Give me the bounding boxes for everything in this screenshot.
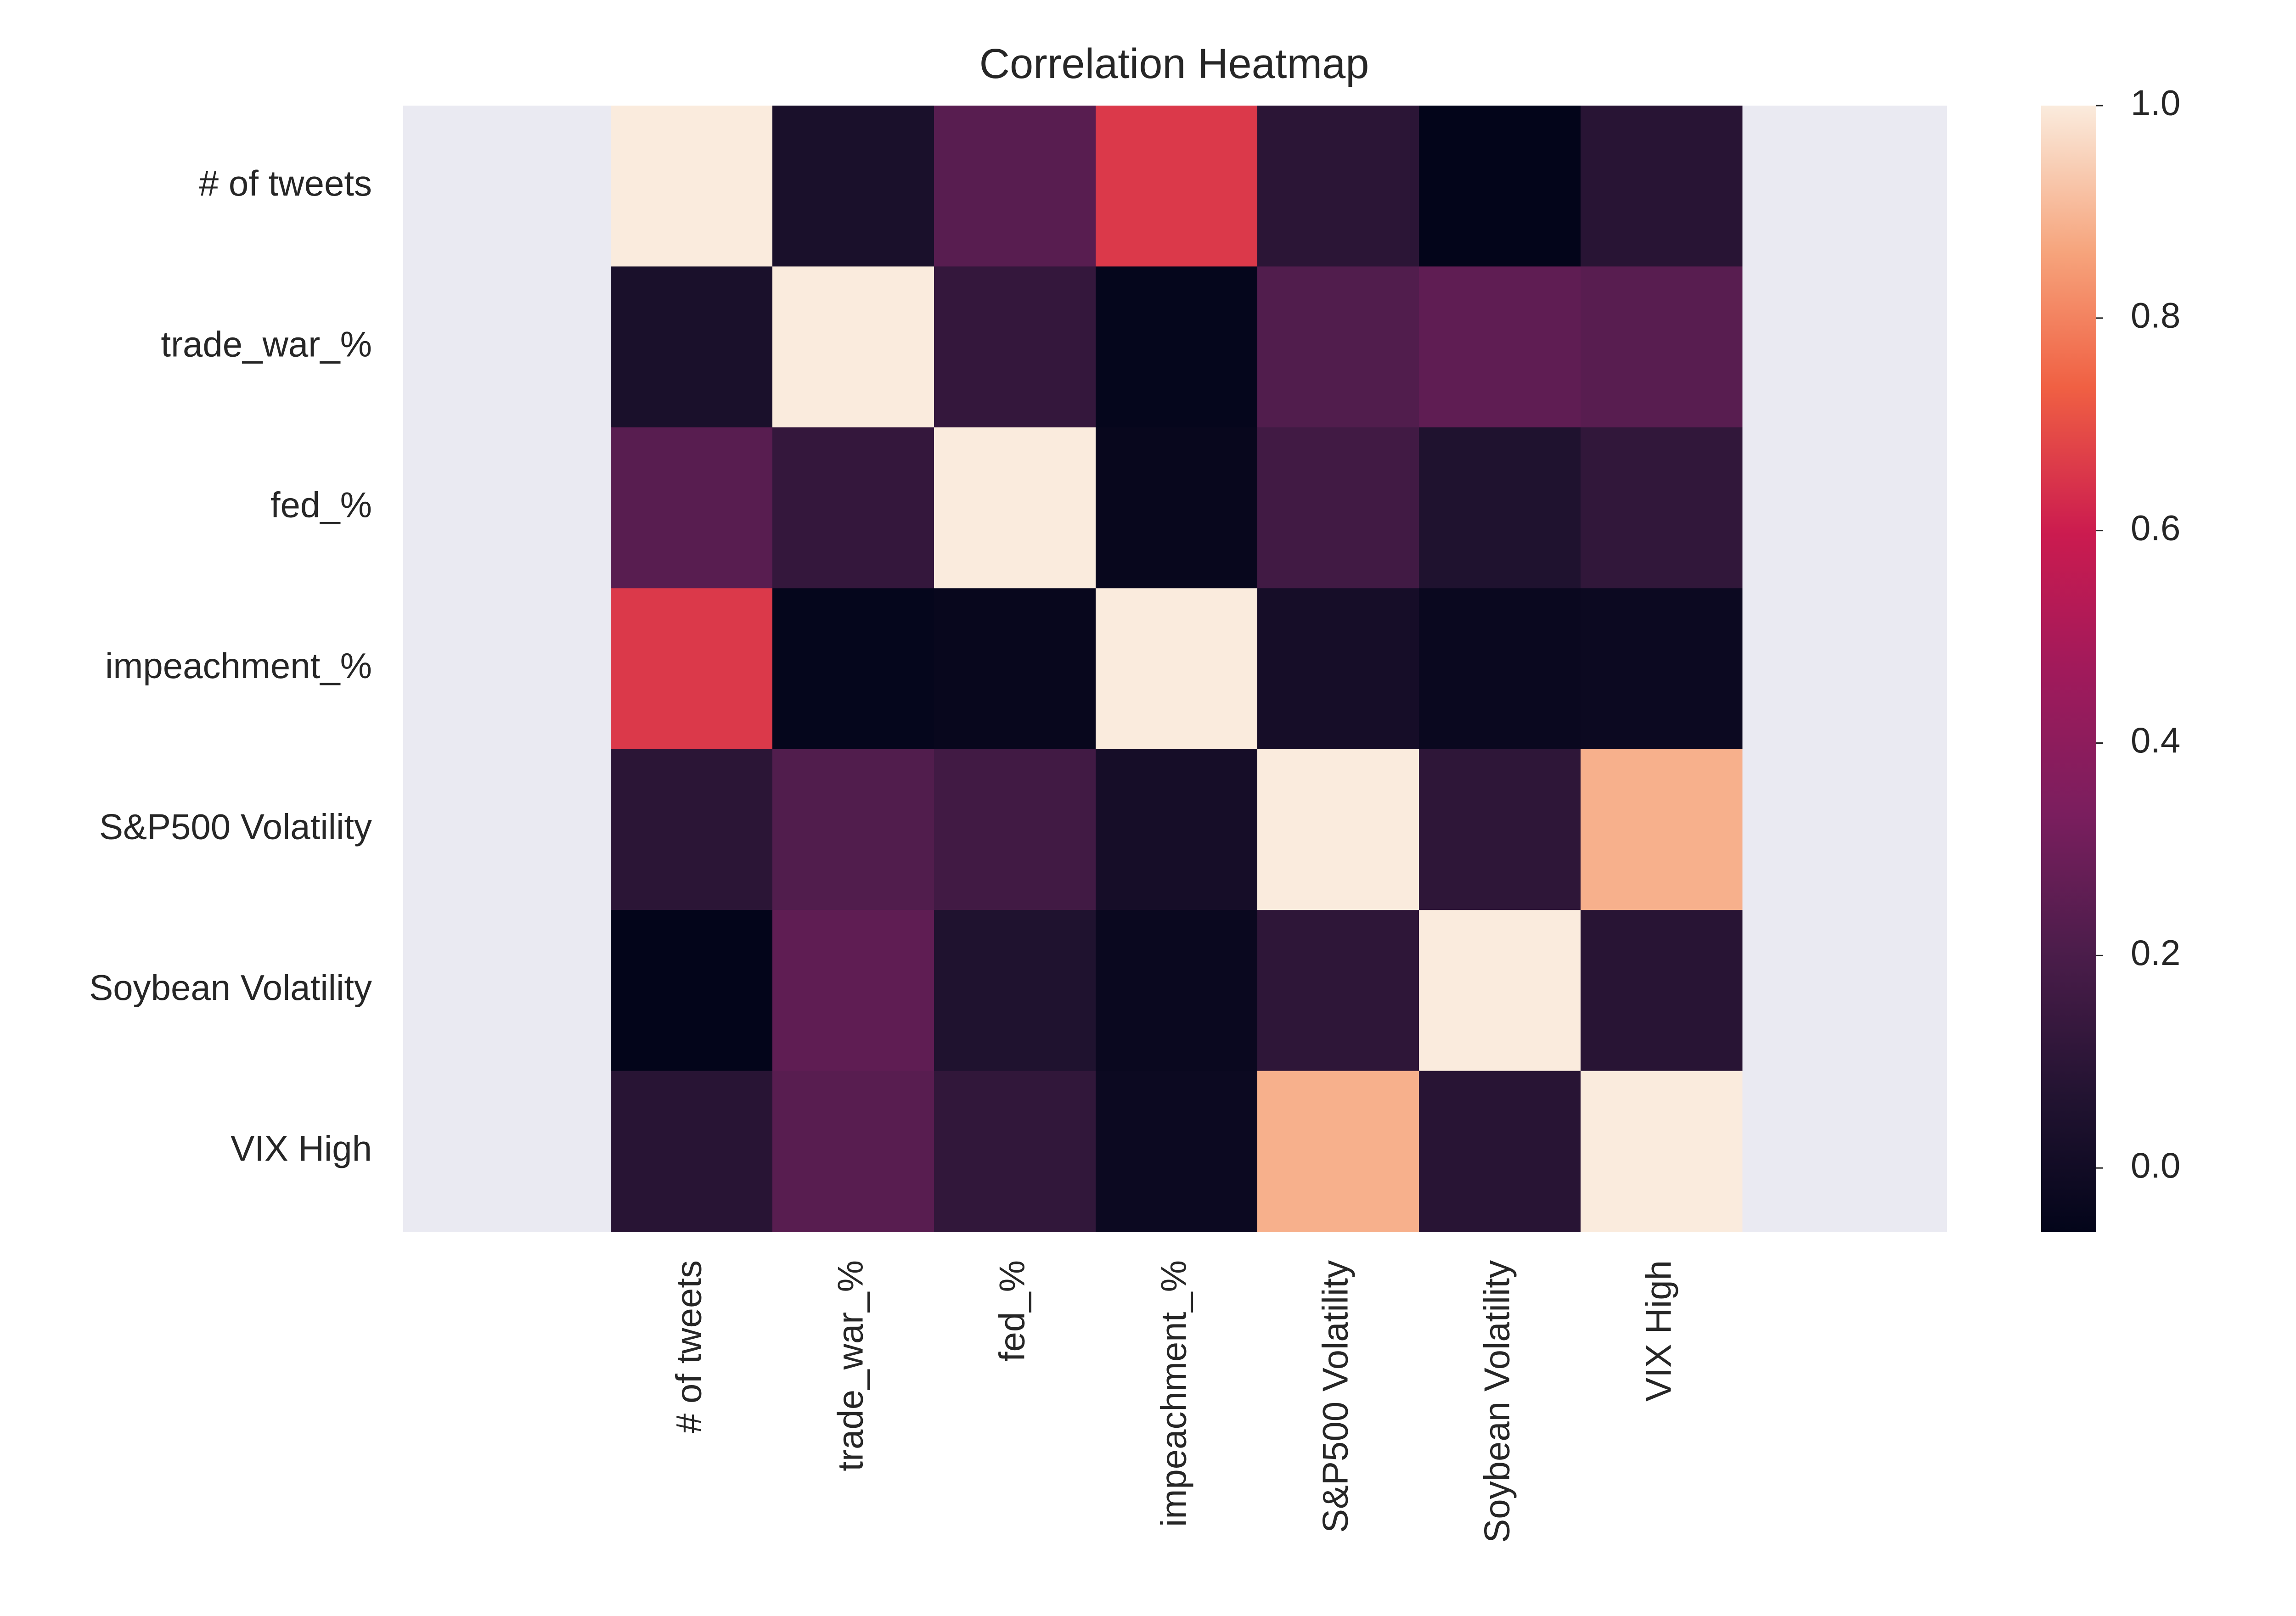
colorbar-ticks: 0.0 0.2 0.4 0.6 0.8 1.0 (2096, 83, 2180, 1185)
heatmap-cell (1419, 106, 1581, 267)
heatmap-cell (1419, 427, 1581, 589)
heatmap-cell (1257, 910, 1419, 1072)
column-tick-labels: # of tweets trade_war_% fed_% impeachment_%… (669, 1260, 1679, 1543)
heatmap-cell (1257, 106, 1419, 267)
heatmap-cell (934, 910, 1096, 1072)
heatmap-cell (934, 1071, 1096, 1232)
heatmap-cell (1257, 427, 1419, 589)
heatmap-cell (611, 910, 773, 1072)
heatmap-cell (1581, 1071, 1743, 1232)
heatmap-cell (1257, 1071, 1419, 1232)
row-tick-label: fed_% (270, 485, 372, 525)
heatmap-cell (1581, 588, 1743, 750)
colorbar-tick-label: 0.2 (2131, 932, 2180, 973)
heatmap-cell (1581, 266, 1743, 428)
heatmap-cell (1419, 910, 1581, 1072)
column-tick-label: # of tweets (669, 1260, 709, 1433)
column-tick-label: Soybean Volatility (1477, 1260, 1517, 1543)
heatmap-cell (1581, 910, 1743, 1072)
heatmap-cell (611, 588, 773, 750)
heatmap-cell (772, 749, 934, 910)
column-tick-label: trade_war_% (830, 1260, 871, 1471)
colorbar-tick-label: 0.6 (2131, 507, 2180, 548)
row-tick-label: # of tweets (199, 163, 372, 203)
heatmap-cell (1096, 1071, 1258, 1232)
heatmap-cell (772, 588, 934, 750)
heatmap-cell (1581, 749, 1743, 910)
heatmap-cell (1581, 427, 1743, 589)
heatmap-cell (934, 588, 1096, 750)
heatmap-cells (611, 106, 1743, 1232)
heatmap-cell (611, 427, 773, 589)
colorbar-tick-label: 0.4 (2131, 720, 2180, 760)
heatmap-cell (934, 266, 1096, 428)
heatmap-cell (1257, 588, 1419, 750)
heatmap-cell (1096, 427, 1258, 589)
heatmap-cell (1096, 106, 1258, 267)
colorbar (2041, 106, 2096, 1232)
heatmap-cell (611, 749, 773, 910)
heatmap-cell (1096, 910, 1258, 1072)
colorbar-tick-label: 0.8 (2131, 295, 2180, 335)
row-tick-labels: # of tweets trade_war_% fed_% impeachment_%… (89, 163, 372, 1169)
heatmap-cell (934, 106, 1096, 267)
colorbar-tick-label: 1.0 (2131, 83, 2180, 123)
heatmap-cell (772, 1071, 934, 1232)
heatmap-cell (611, 1071, 773, 1232)
heatmap-cell (934, 749, 1096, 910)
column-tick-label: VIX High (1638, 1260, 1679, 1402)
row-tick-label: S&P500 Volatility (99, 807, 372, 847)
column-tick-label: S&P500 Volatility (1315, 1260, 1356, 1533)
heatmap-cell (1419, 749, 1581, 910)
chart-title: Correlation Heatmap (979, 40, 1369, 87)
column-tick-label: fed_% (992, 1260, 1032, 1362)
heatmap-cell (1096, 266, 1258, 428)
heatmap-cell (772, 266, 934, 428)
colorbar-tick-label: 0.0 (2131, 1145, 2180, 1185)
column-tick-label: impeachment_% (1154, 1260, 1194, 1527)
heatmap-cell (1581, 106, 1743, 267)
heatmap-cell (1096, 588, 1258, 750)
heatmap-cell (611, 106, 773, 267)
heatmap-cell (611, 266, 773, 428)
heatmap-cell (1419, 588, 1581, 750)
heatmap-cell (772, 106, 934, 267)
heatmap-cell (1419, 1071, 1581, 1232)
row-tick-label: impeachment_% (105, 645, 372, 686)
row-tick-label: VIX High (231, 1128, 372, 1168)
heatmap-cell (772, 910, 934, 1072)
heatmap-cell (1257, 266, 1419, 428)
heatmap-cell (1419, 266, 1581, 428)
row-tick-label: trade_war_% (161, 324, 372, 364)
row-tick-label: Soybean Volatility (89, 967, 372, 1008)
heatmap-cell (1096, 749, 1258, 910)
heatmap-cell (934, 427, 1096, 589)
heatmap-cell (1257, 749, 1419, 910)
heatmap-cell (772, 427, 934, 589)
